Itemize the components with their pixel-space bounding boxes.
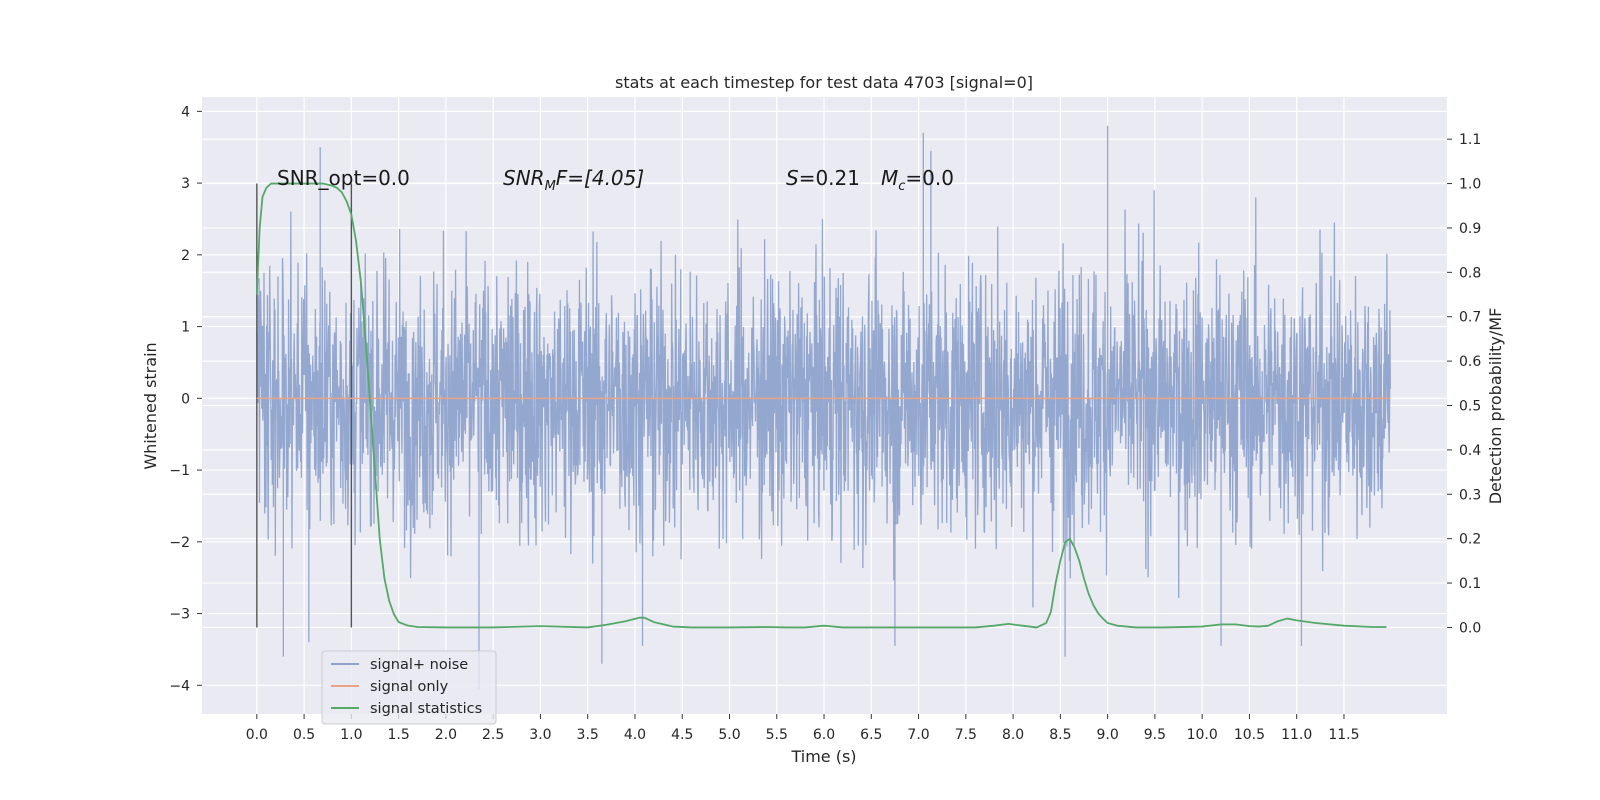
annotation-mc-sub: c [898, 179, 905, 194]
signal-noise-line [256, 125, 1391, 689]
x-tick-label: 10.0 [1187, 727, 1218, 743]
y2-tick-label: 0.0 [1459, 620, 1481, 636]
y2-tick-label: 0.2 [1459, 532, 1481, 548]
annotation-snr-opt: SNR_opt=0.0 [277, 166, 410, 190]
y2-tick-label: 0.8 [1459, 265, 1481, 281]
annotation-snr-mf-sub: M [545, 179, 556, 194]
legend-label-signal-statistics: signal statistics [370, 701, 482, 717]
x-tick-label: 6.0 [813, 727, 835, 743]
x-axis-label: Time (s) [790, 747, 856, 766]
y-tick-label: −2 [169, 535, 190, 551]
x-tick-label: 2.0 [435, 727, 457, 743]
y-ticks-left: 4 3 2 1 0 −1 −2 −3 −4 [169, 104, 202, 694]
x-tick-label: 5.0 [718, 727, 740, 743]
y2-tick-label: 1.0 [1459, 177, 1481, 193]
y-tick-label: 0 [181, 391, 190, 407]
y-tick-label: 2 [181, 248, 190, 264]
y2-tick-label: 0.3 [1459, 487, 1481, 503]
x-tick-label: 9.0 [1096, 727, 1118, 743]
x-tick-label: 3.5 [577, 727, 599, 743]
x-tick-label: 0.0 [246, 727, 268, 743]
x-tick-label: 8.5 [1049, 727, 1071, 743]
legend-label-signal-noise: signal+ noise [370, 657, 468, 673]
y2-tick-label: 0.5 [1459, 399, 1481, 415]
y2-tick-label: 0.6 [1459, 354, 1481, 370]
x-tick-label: 1.0 [340, 727, 362, 743]
x-tick-label: 0.5 [293, 727, 315, 743]
x-tick-label: 2.5 [482, 727, 504, 743]
legend-box [321, 650, 497, 725]
x-tick-label: 8.0 [1002, 727, 1024, 743]
y2-axis-label: Detection probability/MF [1486, 308, 1505, 505]
annotation-mc-var: M [881, 166, 898, 190]
annotation-s: S=0.21 [786, 166, 860, 190]
y-ticks-right: 1.1 1.0 0.9 0.8 0.7 0.6 0.5 0.4 0.3 0.2 0.1 0.0 [1447, 132, 1481, 636]
y-tick-label: −1 [169, 463, 190, 479]
annotation-mc-rest: =0.0 [905, 166, 954, 190]
x-tick-label: 4.0 [624, 727, 646, 743]
annotation-snr-mf-main: SNR [503, 166, 545, 190]
x-ticks: 0.0 0.5 1.0 1.5 2.0 2.5 3.0 3.5 4.0 4.5 5.0 5.5 6.0 6… [246, 714, 1360, 743]
series-signal-noise [256, 125, 1391, 689]
y-tick-label: 3 [181, 176, 190, 192]
y2-tick-label: 1.1 [1459, 132, 1481, 148]
annotation-snr-mf-rest: F=[4.05] [556, 166, 644, 190]
y-tick-label: −4 [169, 678, 190, 694]
y2-tick-label: 0.7 [1459, 310, 1481, 326]
x-tick-label: 3.0 [529, 727, 551, 743]
y2-tick-label: 0.4 [1459, 443, 1481, 459]
x-tick-label: 10.5 [1234, 727, 1265, 743]
x-tick-label: 1.5 [387, 727, 409, 743]
legend: signal+ noise signal only signal statist… [321, 650, 497, 725]
y2-tick-label: 0.1 [1459, 576, 1481, 592]
x-tick-label: 6.5 [860, 727, 882, 743]
series-signal-statistics [255, 182, 1387, 629]
y-tick-label: −3 [169, 607, 190, 623]
x-tick-label: 11.0 [1281, 727, 1312, 743]
x-tick-label: 4.5 [671, 727, 693, 743]
annotation-snr-mf: SNRMF=[4.05] [503, 166, 644, 194]
x-tick-label: 9.5 [1144, 727, 1166, 743]
vertical-markers [256, 183, 353, 628]
y-tick-label: 4 [181, 104, 190, 120]
y2-tick-label: 0.9 [1459, 221, 1481, 237]
x-tick-label: 7.5 [955, 727, 977, 743]
y-tick-label: 1 [181, 320, 190, 336]
y-axis-label: Whitened strain [141, 342, 160, 469]
legend-label-signal-only: signal only [370, 679, 449, 695]
annotation-s-var: S [786, 166, 799, 190]
annotation-mc: Mc=0.0 [881, 166, 954, 194]
signal-statistics-line [255, 182, 1387, 629]
annotation-s-rest: =0.21 [799, 166, 860, 190]
x-tick-label: 5.5 [766, 727, 788, 743]
x-tick-label: 11.5 [1328, 727, 1359, 743]
chart-title: stats at each timestep for test data 470… [615, 73, 1033, 92]
x-tick-label: 7.0 [907, 727, 929, 743]
